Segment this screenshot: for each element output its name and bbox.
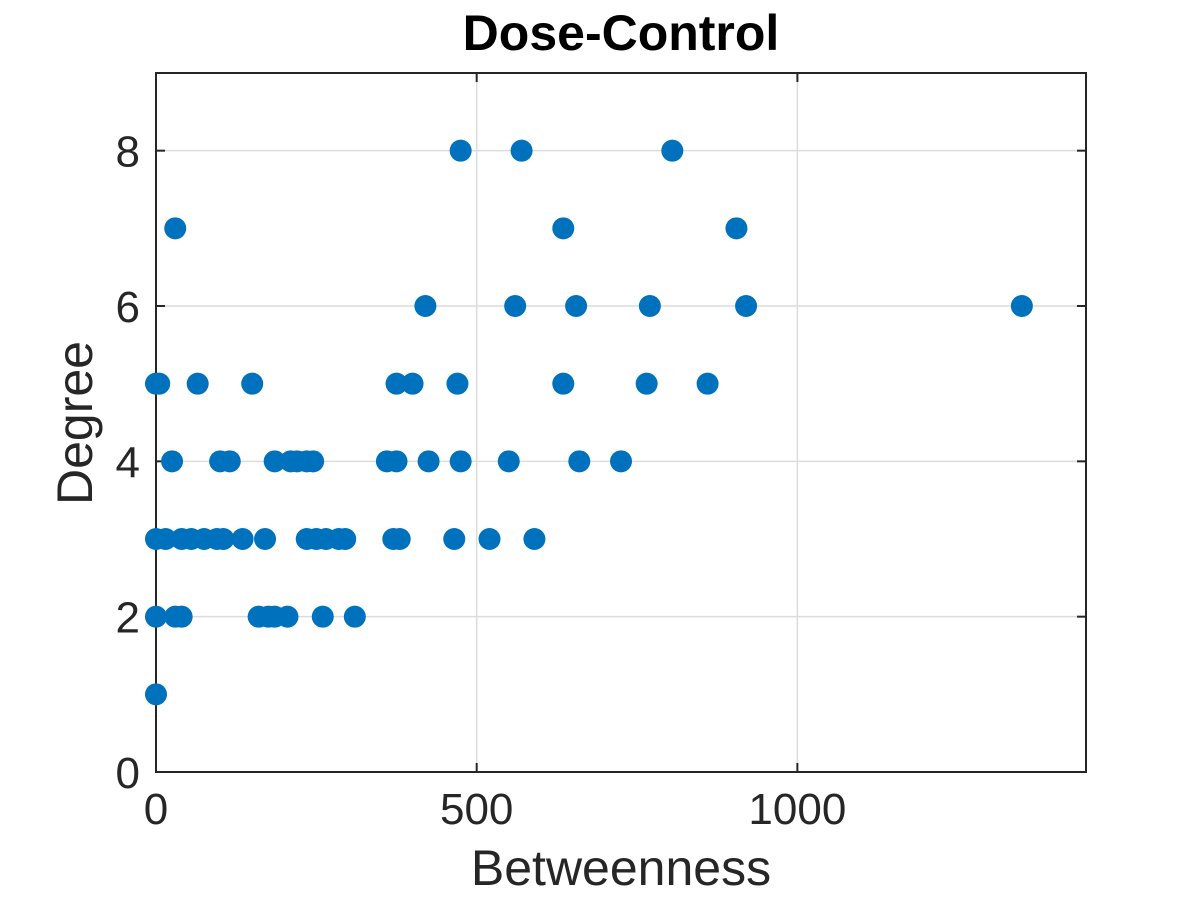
data-point — [276, 605, 299, 628]
data-point — [610, 450, 632, 473]
data-point — [401, 372, 424, 395]
data-point — [638, 295, 661, 317]
data-point — [311, 605, 334, 628]
data-point — [164, 217, 187, 240]
data-point — [154, 528, 177, 550]
data-point — [145, 605, 167, 628]
data-point — [446, 372, 469, 395]
data-point — [263, 450, 286, 473]
y-tick-label: 8 — [116, 128, 140, 177]
data-point — [523, 528, 546, 550]
data-point — [478, 528, 501, 550]
data-point — [725, 217, 748, 240]
data-point — [449, 139, 472, 162]
data-point — [218, 450, 241, 473]
data-point — [449, 450, 472, 473]
data-point — [568, 450, 591, 473]
data-point — [148, 372, 171, 395]
data-point — [552, 372, 575, 395]
y-tick-label: 4 — [116, 438, 140, 487]
data-point — [414, 295, 437, 317]
y-axis-label: Degree — [47, 341, 103, 505]
data-points — [145, 139, 1033, 706]
data-point — [1010, 295, 1033, 317]
data-point — [241, 372, 264, 395]
data-point — [212, 528, 235, 550]
data-point — [443, 528, 466, 550]
plot-frame — [155, 72, 1087, 773]
data-point — [254, 528, 277, 550]
data-point — [635, 372, 658, 395]
x-tick-label: 1000 — [748, 785, 846, 834]
y-tick-labels: 0 2 4 6 8 — [116, 128, 140, 798]
x-tick-labels: 0 500 1000 — [144, 785, 847, 834]
data-point — [504, 295, 527, 317]
data-point — [661, 139, 684, 162]
chart-title: Dose-Control — [463, 5, 780, 61]
y-tick-label: 2 — [116, 594, 140, 643]
data-point — [385, 450, 408, 473]
data-point — [510, 139, 533, 162]
data-point — [696, 372, 719, 395]
x-axis-label: Betweenness — [471, 840, 771, 896]
grid-lines — [156, 73, 1086, 772]
x-tick-label: 0 — [144, 785, 168, 834]
y-tick-label: 6 — [116, 283, 140, 332]
data-point — [231, 528, 254, 550]
data-point — [145, 683, 167, 706]
y-tick-label: 0 — [116, 749, 140, 798]
data-point — [161, 450, 184, 473]
data-point — [735, 295, 758, 317]
x-tick-label: 500 — [440, 785, 513, 834]
data-point — [552, 217, 575, 240]
data-point — [417, 450, 440, 473]
axes — [155, 72, 1087, 773]
data-point — [385, 372, 408, 395]
data-point — [388, 528, 411, 550]
data-point — [302, 450, 325, 473]
data-point — [170, 605, 193, 628]
data-point — [343, 605, 366, 628]
data-point — [497, 450, 520, 473]
data-point — [565, 295, 588, 317]
data-point — [334, 528, 357, 550]
data-point — [186, 372, 209, 395]
